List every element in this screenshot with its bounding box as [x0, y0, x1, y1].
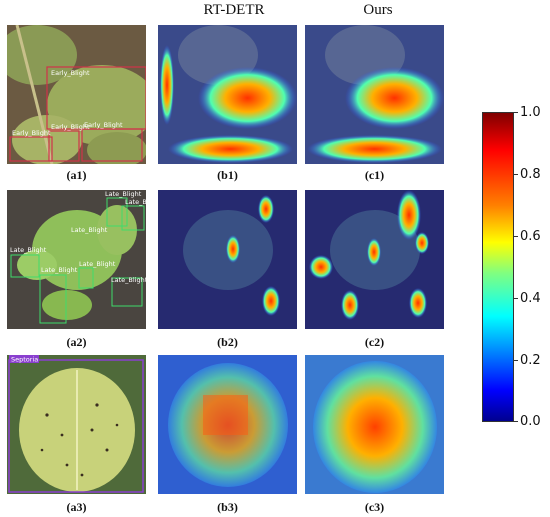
- panel-a2: Late_Blight Late_Blight Late_Blight Late…: [7, 190, 146, 329]
- det-label: Late_Blight: [79, 260, 116, 268]
- colorbar-tick-label: 0.2: [520, 353, 541, 368]
- column-title-ours: Ours: [363, 2, 393, 18]
- colorbar-tick-label: 0.6: [520, 229, 541, 244]
- column-title-rtdetr: RT-DETR: [203, 2, 265, 18]
- colorbar-tickmark: [514, 421, 518, 422]
- caption-a1: (a1): [66, 168, 87, 182]
- caption-b3: (b3): [217, 500, 238, 514]
- colorbar-tickmark: [514, 298, 518, 299]
- det-label: Late_Blight: [105, 190, 142, 198]
- det-label: Early_Blight: [51, 69, 90, 77]
- caption-b1: (b1): [217, 168, 238, 182]
- caption-a2: (a2): [66, 335, 87, 349]
- det-label: Late_B: [125, 198, 146, 206]
- panel-c3: [305, 355, 444, 494]
- colorbar: [482, 112, 514, 422]
- det-label: Early_Blight: [12, 129, 51, 137]
- colorbar-tickmark: [514, 360, 518, 361]
- caption-c3: (c3): [364, 500, 385, 514]
- panel-b3: [158, 355, 297, 494]
- det-label: Septoria: [11, 356, 38, 364]
- colorbar-tickmark: [514, 236, 518, 237]
- panel-c1: [305, 25, 444, 164]
- panel-b1: [158, 25, 297, 164]
- det-label: Early_Blight: [84, 121, 123, 129]
- colorbar-tick-label: 1.0: [520, 105, 541, 120]
- caption-c2: (c2): [364, 335, 385, 349]
- colorbar-tick-label: 0.8: [520, 167, 541, 182]
- colorbar-tick-label: 0.4: [520, 291, 541, 306]
- det-label: Late_Blight: [10, 246, 47, 254]
- colorbar-tickmark: [514, 174, 518, 175]
- colorbar-tickmark: [514, 112, 518, 113]
- panel-c2: [305, 190, 444, 329]
- det-label: Late_Blight: [71, 226, 108, 234]
- det-label: Late_Blight: [41, 266, 78, 274]
- caption-b2: (b2): [217, 335, 238, 349]
- det-label: Late_Blight: [111, 276, 146, 284]
- det-label: Early_Blight: [51, 123, 90, 131]
- panel-a1: Early_Blight Early_Blight Early_Blight E…: [7, 25, 146, 164]
- panel-b2: [158, 190, 297, 329]
- panel-a3: Septoria: [7, 355, 146, 494]
- caption-a3: (a3): [66, 500, 87, 514]
- colorbar-tick-label: 0.0: [520, 414, 541, 429]
- caption-c1: (c1): [364, 168, 385, 182]
